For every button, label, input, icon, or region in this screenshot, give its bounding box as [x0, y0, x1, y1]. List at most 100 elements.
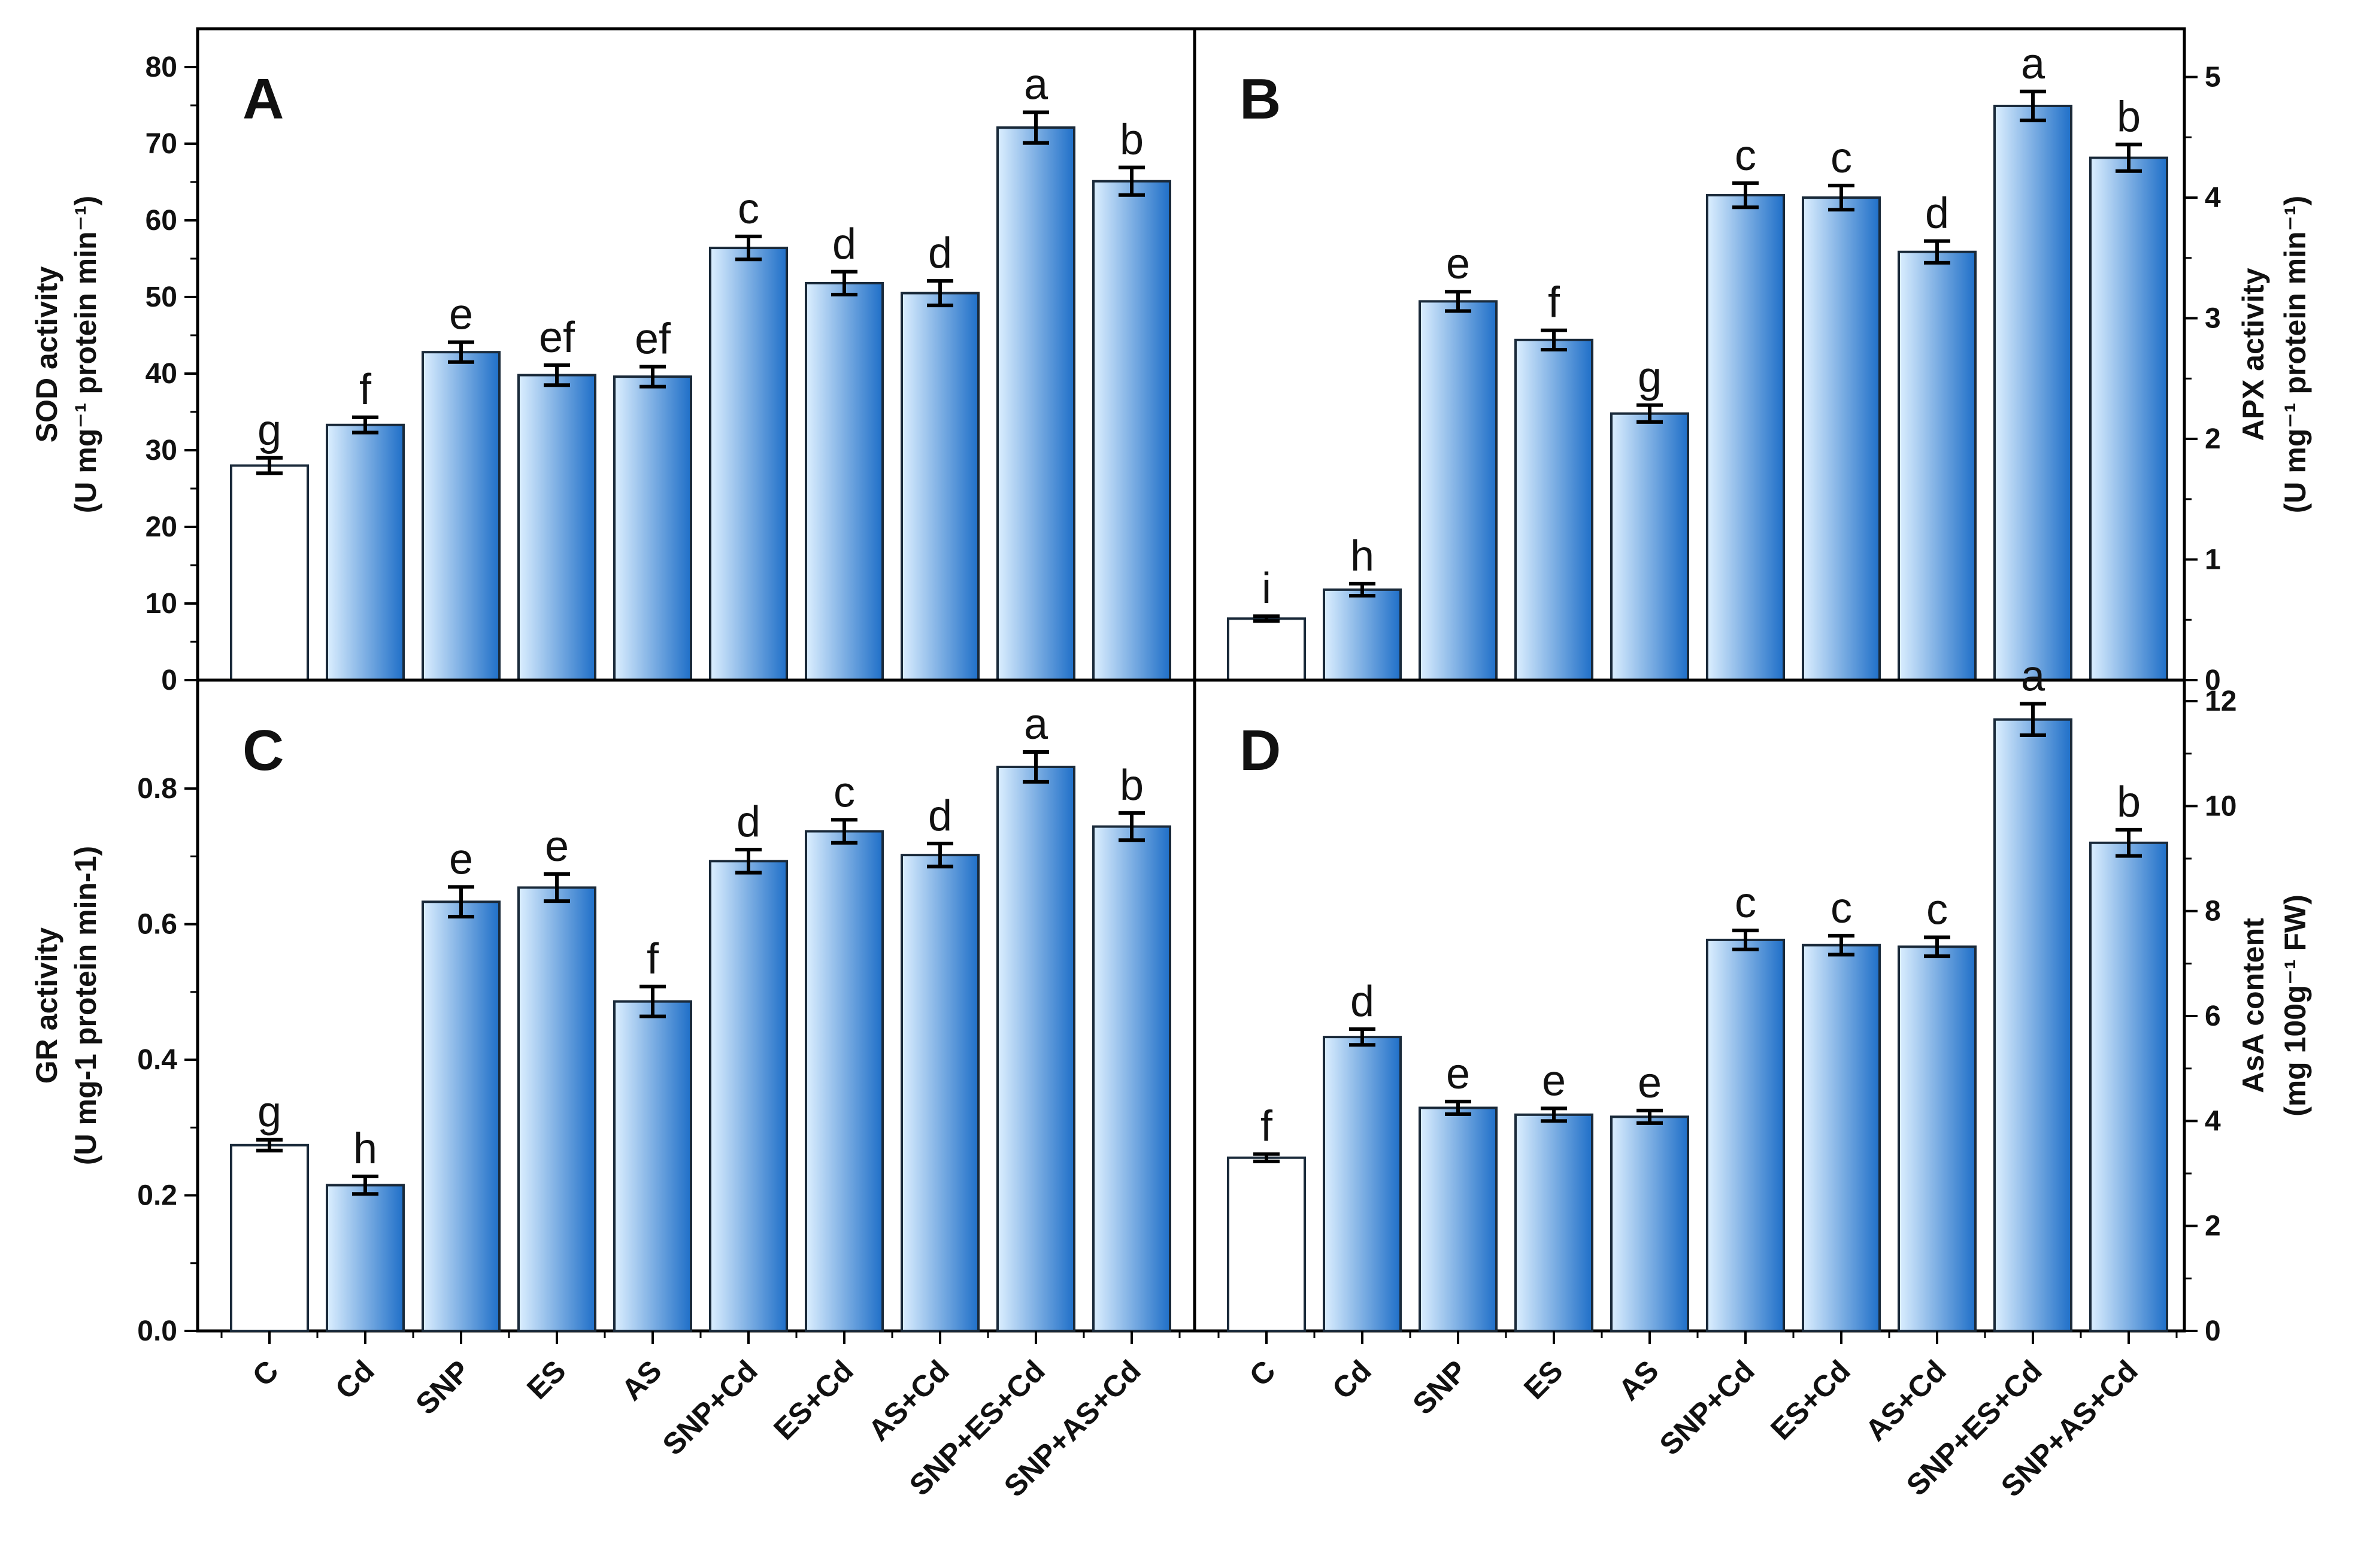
y-axis-unit: (U mg⁻¹ protein min⁻¹) [69, 196, 102, 514]
significance-letter: d [928, 229, 952, 277]
y-axis-unit: (U mg-1 protein min-1) [69, 846, 102, 1165]
x-category-label: SNP [1406, 1354, 1473, 1421]
significance-letter: d [832, 220, 856, 268]
panel-a: 0 10 20 30 40 50 60 70 80 SOD activity (U mg⁻¹ pro… [30, 27, 1196, 696]
y-axis-unit: (mg 100g⁻¹ FW) [2278, 894, 2312, 1117]
significance-letter: g [1638, 354, 1662, 402]
y-tick-label: 0 [2205, 1315, 2221, 1347]
panel-frame [1193, 678, 2186, 1333]
y-tick-label: 5 [2205, 62, 2221, 93]
y-tick-label: 10 [146, 588, 177, 620]
significance-letter: d [1925, 190, 1949, 238]
panel-d: 0 2 4 6 8 10 12 AsA content (mg 100g⁻¹ FW) Df Cd Cd… [1193, 652, 2312, 1503]
significance-letter: c [1735, 879, 1756, 927]
significance-letter: c [738, 185, 759, 233]
bar-d-8 [1993, 718, 2072, 1332]
significance-letter: b [2117, 93, 2141, 141]
bar-c-6 [805, 830, 884, 1333]
y-tick-label: 3 [2205, 303, 2221, 335]
bar-b-3 [1514, 338, 1593, 681]
bar-c-5 [709, 860, 788, 1332]
x-category-label: Cd [329, 1354, 381, 1406]
bar-b-2 [1419, 300, 1498, 681]
significance-letter: e [1638, 1059, 1662, 1107]
y-tick-label: 12 [2205, 686, 2236, 717]
y-axis-title: GR activity [30, 927, 63, 1084]
bar-c-8 [996, 765, 1075, 1332]
panel-letter: C [243, 718, 284, 783]
x-category-label: C [246, 1354, 285, 1393]
significance-letter: a [1024, 700, 1048, 748]
x-category-label: SNP+Cd [656, 1354, 764, 1461]
bar-d-2 [1419, 1106, 1498, 1333]
x-category-label: SNP [409, 1354, 476, 1421]
significance-letter: e [1542, 1057, 1566, 1105]
y-tick-label: 1 [2205, 544, 2221, 576]
significance-letter: ef [539, 314, 575, 362]
bar-a-3 [517, 374, 596, 681]
panel-letter: D [1239, 718, 1281, 783]
panel-letter: A [243, 67, 284, 131]
y-tick-label: 2 [2205, 423, 2221, 455]
significance-letter: a [2021, 652, 2045, 700]
bar-d-9 [2089, 841, 2168, 1332]
x-category-label: AS+Cd [862, 1354, 955, 1447]
bar-b-7 [1898, 250, 1977, 682]
panel-c: 0.0 0.2 0.4 0.6 0.8 GR activity (U mg-1 protei… [30, 678, 1196, 1503]
x-category-label: SNP+Cd [1653, 1354, 1761, 1461]
y-axis-title: AsA content [2236, 918, 2270, 1093]
bar-a-0 [230, 464, 309, 681]
y-tick-label: 70 [146, 128, 177, 160]
significance-letter: e [545, 823, 569, 871]
significance-letter: b [1120, 116, 1144, 164]
significance-letter: e [449, 291, 473, 339]
bar-d-5 [1706, 938, 1785, 1332]
bar-c-7 [901, 854, 980, 1332]
x-category-label: AS [615, 1354, 668, 1407]
bar-d-7 [1898, 945, 1977, 1332]
bar-b-6 [1802, 196, 1881, 681]
significance-letter: c [1831, 884, 1852, 932]
bar-b-9 [2089, 156, 2168, 681]
significance-letter: h [1350, 532, 1374, 580]
bar-a-4 [613, 375, 692, 681]
significance-letter: b [1120, 762, 1144, 809]
y-tick-label: 6 [2205, 1000, 2221, 1032]
y-tick-label: 4 [2205, 1105, 2221, 1137]
y-tick-label: 0.4 [137, 1044, 177, 1076]
y-axis-title: APX activity [2236, 268, 2270, 441]
significance-letter: f [359, 366, 372, 414]
y-tick-label: 20 [146, 511, 177, 543]
y-tick-label: 80 [146, 51, 177, 83]
bar-d-3 [1514, 1113, 1593, 1332]
bar-d-6 [1802, 944, 1881, 1333]
y-axis-title: SOD activity [30, 266, 63, 443]
bar-d-1 [1323, 1036, 1402, 1333]
x-category-label: C [1243, 1354, 1282, 1393]
bar-a-2 [422, 351, 501, 681]
panel-b: 0 1 2 3 4 5 APX activity (U mg⁻¹ protein min⁻¹)… [1193, 27, 2312, 696]
y-tick-label: 2 [2205, 1211, 2221, 1242]
bar-b-8 [1993, 104, 2072, 682]
significance-letter: f [647, 935, 659, 983]
bar-c-0 [230, 1144, 309, 1332]
significance-letter: a [1024, 61, 1048, 109]
bar-c-9 [1092, 825, 1171, 1332]
x-category-label: ES+Cd [767, 1354, 860, 1446]
significance-letter: d [737, 798, 760, 846]
significance-letter: a [2021, 40, 2045, 88]
y-tick-label: 40 [146, 358, 177, 390]
y-tick-label: 0.8 [137, 773, 177, 805]
bar-c-1 [326, 1184, 405, 1332]
significance-letter: d [1350, 978, 1374, 1026]
significance-letter: g [257, 407, 281, 454]
bar-a-6 [805, 281, 884, 681]
significance-letter: e [449, 835, 473, 883]
significance-letter: e [1446, 1050, 1470, 1098]
x-category-label: ES+Cd [1764, 1354, 1857, 1446]
y-tick-label: 0 [161, 665, 177, 696]
bar-d-4 [1610, 1115, 1689, 1332]
bar-a-8 [996, 126, 1075, 681]
y-tick-label: 0.0 [137, 1315, 177, 1347]
bar-b-5 [1706, 194, 1785, 681]
